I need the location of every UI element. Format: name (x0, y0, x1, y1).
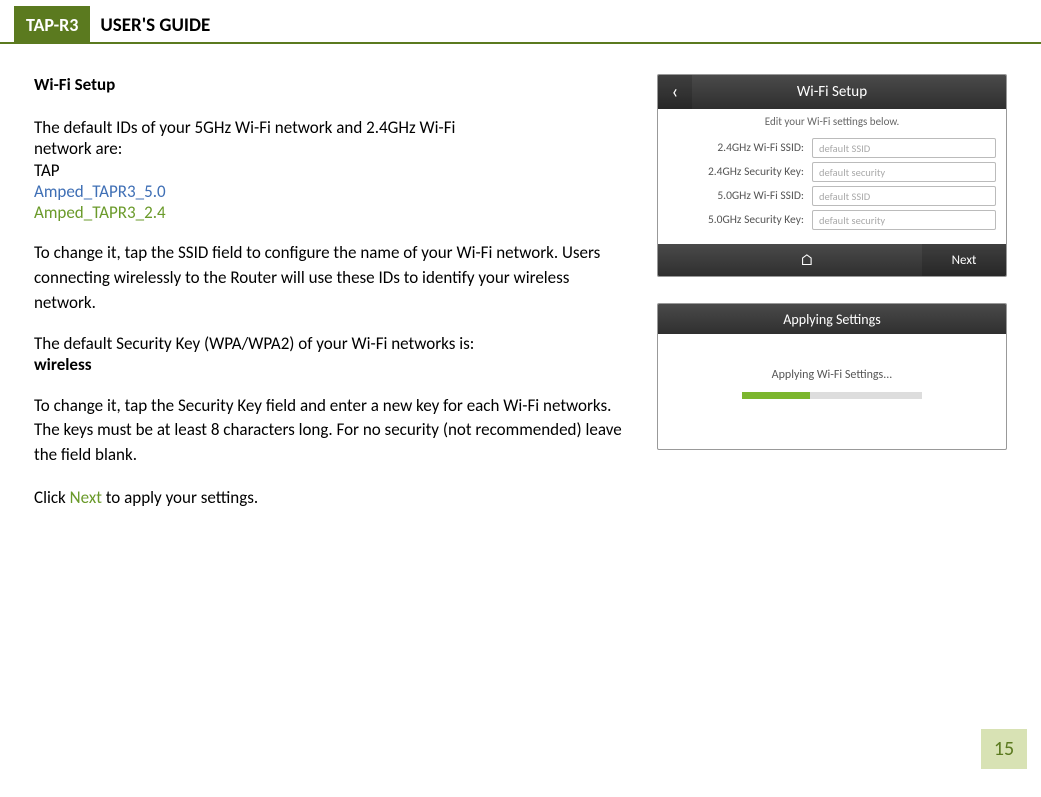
shot1-header: ‹ Wi-Fi Setup (658, 75, 1006, 109)
next-button[interactable]: Next (922, 244, 1006, 276)
back-button[interactable]: ‹ (658, 75, 692, 109)
field-label: 5.0GHz Wi-Fi SSID: (668, 189, 804, 203)
para3-text: The default Security Key (WPA/WPA2) of y… (34, 333, 474, 354)
screenshot-column: ‹ Wi-Fi Setup Edit your Wi-Fi settings b… (657, 74, 1007, 528)
page-number: 15 (981, 729, 1027, 769)
para5-prefix: Click (34, 487, 70, 508)
next-word: Next (70, 487, 102, 508)
default-key: wireless (34, 354, 92, 375)
content-area: Wi-Fi Setup The default IDs of your 5GHz… (0, 44, 1041, 528)
wifi-setup-screenshot: ‹ Wi-Fi Setup Edit your Wi-Fi settings b… (657, 74, 1007, 277)
shot1-subtitle: Edit your Wi-Fi settings below. (658, 109, 1006, 132)
section-title: Wi-Fi Setup (34, 74, 633, 95)
form-row: 2.4GHz Wi-Fi SSID: default SSID (668, 138, 996, 158)
form-row: 5.0GHz Security Key: default security (668, 210, 996, 230)
home-icon: ⌂ (800, 251, 814, 270)
field-label: 2.4GHz Wi-Fi SSID: (668, 141, 804, 155)
guide-title: USER'S GUIDE (90, 6, 220, 42)
shot1-title: Wi-Fi Setup (692, 83, 972, 101)
shot1-form: 2.4GHz Wi-Fi SSID: default SSID 2.4GHz S… (658, 132, 1006, 244)
ssid-24ghz: Amped_TAPR3_2.4 (34, 202, 166, 223)
page-header: TAP-R3 USER'S GUIDE (0, 6, 1041, 44)
applying-settings-screenshot: Applying Settings Applying Wi-Fi Setting… (657, 303, 1007, 450)
key-24-input[interactable]: default security (812, 162, 996, 182)
field-label: 5.0GHz Security Key: (668, 213, 804, 227)
paragraph-3: The default Security Key (WPA/WPA2) of y… (34, 333, 633, 376)
home-button[interactable]: ⌂ (692, 251, 922, 270)
intro-line-1: The default IDs of your 5GHz Wi-Fi netwo… (34, 117, 455, 138)
key-50-input[interactable]: default security (812, 210, 996, 230)
shot2-body: Applying Wi-Fi Settings... (658, 334, 1006, 449)
intro-line-2: network are: (34, 138, 122, 159)
chevron-left-icon: ‹ (672, 80, 679, 104)
form-row: 2.4GHz Security Key: default security (668, 162, 996, 182)
ssid-50-input[interactable]: default SSID (812, 186, 996, 206)
shot1-footer: ⌂ Next (658, 244, 1006, 276)
ssid-24-input[interactable]: default SSID (812, 138, 996, 158)
intro-paragraph: The default IDs of your 5GHz Wi-Fi netwo… (34, 117, 633, 223)
paragraph-4: To change it, tap the Security Key field… (34, 394, 633, 468)
tap-label: TAP (34, 160, 60, 181)
ssid-5ghz: Amped_TAPR3_5.0 (34, 181, 166, 202)
paragraph-5: Click Next to apply your settings. (34, 486, 633, 511)
text-column: Wi-Fi Setup The default IDs of your 5GHz… (34, 74, 633, 528)
form-row: 5.0GHz Wi-Fi SSID: default SSID (668, 186, 996, 206)
progress-bar (742, 392, 922, 399)
product-badge: TAP-R3 (14, 6, 90, 42)
shot2-title: Applying Settings (658, 304, 1006, 334)
progress-fill (742, 392, 810, 399)
para5-suffix: to apply your settings. (102, 487, 258, 508)
paragraph-2: To change it, tap the SSID field to conf… (34, 241, 633, 315)
field-label: 2.4GHz Security Key: (668, 165, 804, 179)
header-gap (0, 6, 14, 42)
shot2-status: Applying Wi-Fi Settings... (688, 368, 976, 382)
